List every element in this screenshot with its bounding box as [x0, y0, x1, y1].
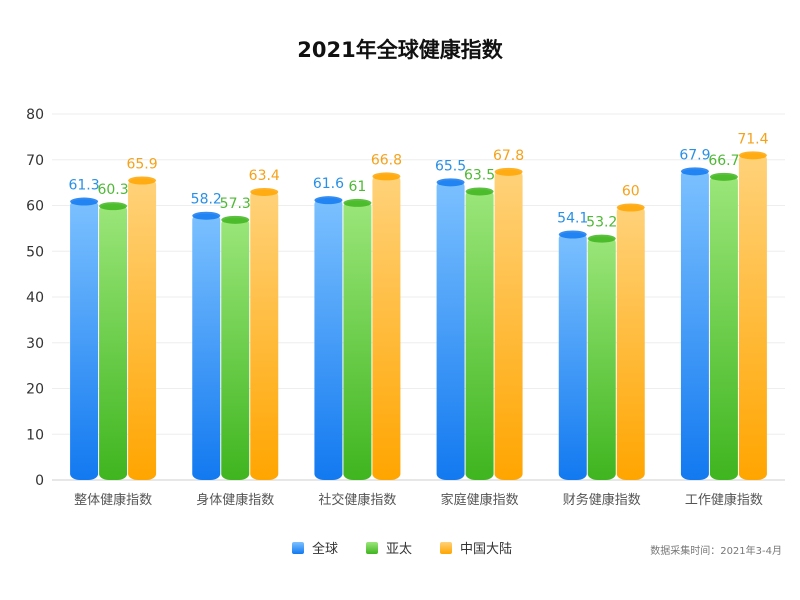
y-tick-label: 40 [26, 290, 44, 306]
bar-cap-china [738, 151, 767, 160]
y-tick-label: 20 [26, 382, 44, 398]
x-category-label: 工作健康指数 [685, 492, 763, 508]
bar-cap-apac [465, 187, 494, 196]
y-tick-label: 60 [26, 199, 44, 215]
bar-apac [221, 217, 250, 481]
bar-cap-global [70, 197, 99, 206]
legend-item-apac: 亚太 [366, 538, 412, 557]
y-tick-label: 50 [26, 244, 44, 260]
bar-cap-china [250, 187, 279, 196]
data-label-global: 58.2 [191, 192, 222, 208]
bar-china [616, 205, 645, 480]
data-label-global: 61.3 [68, 178, 99, 194]
legend-label-china: 中国大陆 [460, 542, 513, 557]
bar-china [494, 169, 523, 480]
data-label-china: 66.8 [371, 152, 402, 168]
bar-apac [99, 204, 128, 480]
y-tick-label: 70 [26, 153, 44, 169]
legend-item-china: 中国大陆 [440, 538, 512, 557]
bar-cap-china [128, 176, 157, 185]
data-label-global: 65.5 [435, 158, 466, 174]
chart-legend: 全球 亚太 中国大陆 [292, 538, 512, 557]
chart-title: 2021年全球健康指数 [297, 38, 503, 62]
y-tick-label: 0 [35, 473, 44, 489]
bar-cap-china [494, 167, 523, 176]
bar-cap-apac [709, 172, 738, 181]
bar-cap-apac [99, 202, 128, 211]
x-category-label: 财务健康指数 [563, 492, 641, 508]
data-label-china: 67.8 [493, 148, 524, 164]
y-tick-label: 30 [26, 336, 44, 352]
bar-cap-global [436, 178, 465, 187]
data-label-apac: 66.7 [708, 153, 739, 169]
bar-global [70, 199, 99, 481]
bar-china [372, 174, 401, 480]
data-label-apac: 61 [349, 179, 367, 195]
bar-apac [709, 174, 738, 480]
legend-item-global: 全球 [292, 538, 338, 557]
data-label-global: 61.6 [313, 176, 344, 192]
bar-cap-china [616, 203, 645, 212]
bar-cap-global [314, 196, 343, 205]
bar-global [436, 180, 465, 480]
bar-china [250, 189, 279, 480]
legend-label-apac: 亚太 [386, 542, 413, 557]
data-collection-note: 数据采集时间：2021年3-4月 [650, 546, 782, 557]
bar-global [314, 198, 343, 480]
data-label-global: 54.1 [557, 210, 588, 226]
data-label-apac: 63.5 [464, 167, 495, 183]
data-label-apac: 57.3 [220, 196, 251, 212]
data-label-china: 71.4 [737, 131, 768, 147]
y-tick-label: 80 [26, 107, 44, 123]
bar-global [680, 169, 709, 481]
bar-cap-global [192, 211, 221, 220]
bar-global [192, 213, 221, 481]
data-label-china: 60 [622, 184, 640, 200]
data-label-china: 65.9 [126, 157, 157, 173]
data-label-china: 63.4 [249, 168, 280, 184]
legend-swatch-global [292, 541, 304, 554]
bar-cap-global [558, 230, 587, 239]
bar-apac [343, 200, 372, 481]
data-label-global: 67.9 [679, 147, 710, 163]
x-category-label: 家庭健康指数 [441, 492, 519, 508]
bar-global [558, 232, 587, 480]
x-category-label: 身体健康指数 [196, 492, 274, 508]
bar-cap-apac [587, 234, 616, 243]
bar-apac [587, 236, 616, 480]
legend-label-global: 全球 [312, 542, 339, 557]
x-category-label: 社交健康指数 [318, 492, 396, 508]
bar-china [128, 178, 157, 480]
x-category-label: 整体健康指数 [74, 492, 152, 508]
bar-apac [465, 189, 494, 481]
y-tick-label: 10 [26, 427, 44, 443]
bar-cap-apac [343, 198, 372, 207]
legend-swatch-apac [366, 541, 379, 554]
bar-cap-global [680, 167, 709, 176]
bar-cap-china [372, 172, 401, 181]
data-label-apac: 60.3 [97, 182, 128, 198]
bar-china [738, 153, 767, 480]
bar-cap-apac [221, 215, 250, 224]
legend-swatch-china [440, 541, 453, 554]
data-label-apac: 53.2 [586, 215, 617, 231]
